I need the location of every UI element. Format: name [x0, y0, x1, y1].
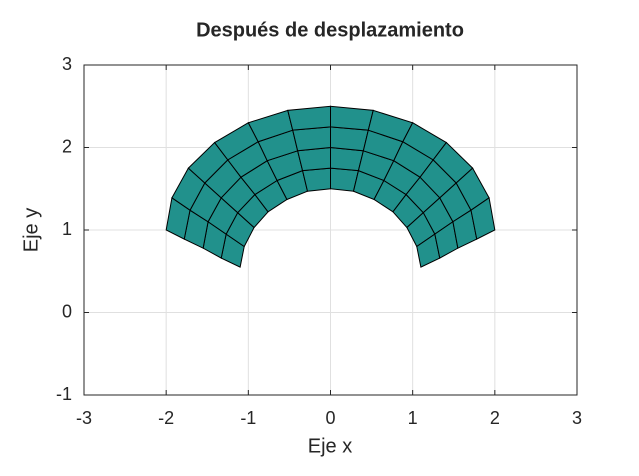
x-axis-label: Eje x — [308, 435, 352, 457]
mesh-cell — [330, 126, 369, 152]
mesh-cell — [330, 146, 364, 172]
y-tick-label: 2 — [62, 136, 72, 156]
x-tick-label: -3 — [76, 408, 92, 428]
mesh-cell — [470, 196, 496, 240]
x-tick-label: -1 — [240, 408, 256, 428]
y-axis-label: Eje y — [20, 208, 42, 252]
x-tick-label: 3 — [572, 408, 582, 428]
x-tick-label: -2 — [158, 408, 174, 428]
chart-title: Después de desplazamiento — [196, 19, 464, 41]
y-tick-label: 0 — [62, 301, 72, 321]
x-tick-label: 2 — [490, 408, 500, 428]
mesh-cell — [292, 126, 331, 152]
mesh-cell — [301, 167, 331, 192]
x-tick-label: 0 — [325, 408, 335, 428]
x-tick-label: 1 — [408, 408, 418, 428]
y-tick-label: 3 — [62, 54, 72, 74]
mesh-cell — [330, 105, 374, 131]
y-tick-label: -1 — [56, 384, 72, 404]
mesh-cell — [287, 105, 331, 131]
y-tick-label: 1 — [62, 219, 72, 239]
mesh-cell — [297, 146, 331, 172]
